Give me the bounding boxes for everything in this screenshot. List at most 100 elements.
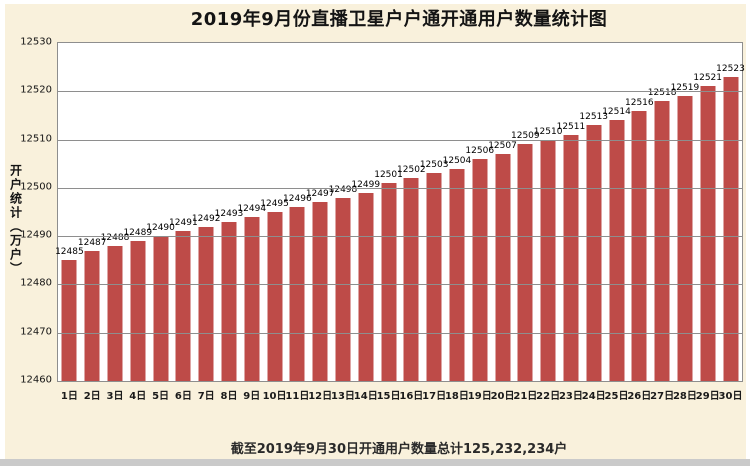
bar-value-label: 12494	[237, 203, 267, 214]
y-tick-label: 12520	[20, 84, 52, 96]
x-tick-label: 22日	[536, 391, 561, 402]
x-tick-label: 26日	[627, 391, 652, 402]
bar-slot: 12514 25日	[602, 43, 631, 402]
bar-slot: 12513 24日	[579, 43, 609, 402]
y-tick-label: 12500	[20, 181, 52, 193]
y-tick-label: 12470	[20, 326, 52, 338]
bar-value-label: 12523	[716, 63, 745, 74]
x-tick-label: 12日	[308, 391, 333, 402]
x-tick-label: 17日	[422, 391, 447, 402]
bar-slot: 12511 23日	[556, 43, 586, 402]
bar-slot: 12518 27日	[648, 43, 677, 402]
y-tick-label: 12460	[20, 374, 52, 386]
bar	[107, 245, 123, 381]
x-tick-label: 20日	[490, 391, 515, 402]
bar-slot: 12494 9日	[237, 43, 267, 402]
bar	[563, 134, 579, 381]
chart-title: 2019年9月份直播卫星户户通开通用户数量统计图	[190, 9, 608, 30]
gridline	[58, 187, 742, 189]
x-tick-label: 7日	[197, 391, 215, 402]
x-tick-label: 1日	[60, 391, 78, 402]
bar	[472, 158, 488, 381]
x-tick-label: 29日	[695, 391, 720, 402]
bar-slot: 12503 17日	[419, 43, 449, 402]
bar-slot: 12516 26日	[624, 43, 654, 402]
bar	[700, 86, 716, 381]
x-tick-label: 15日	[376, 391, 401, 402]
gridline	[58, 284, 742, 286]
x-tick-label: 23日	[558, 391, 583, 402]
bar-value-label: 12506	[465, 145, 495, 156]
x-tick-label: 18日	[444, 391, 469, 402]
bar	[631, 110, 647, 381]
bar-slot: 12523 30日	[716, 43, 745, 402]
y-tick-label: 12530	[20, 36, 52, 48]
bar-value-label: 12488	[100, 232, 130, 243]
bar-slot: 12507 20日	[488, 43, 517, 402]
y-axis-title: 开户统计（万户）	[8, 164, 23, 276]
gridline	[58, 332, 742, 334]
bar-slot: 12495 10日	[260, 43, 289, 402]
bar	[221, 221, 237, 381]
x-tick-label: 3日	[106, 391, 124, 402]
bar	[289, 207, 305, 381]
bar	[381, 183, 397, 381]
bar-value-label: 12503	[419, 160, 449, 171]
bar-value-label: 12513	[579, 112, 609, 123]
bar-value-label: 12492	[191, 213, 221, 224]
x-tick-label: 6日	[174, 391, 192, 402]
bar	[403, 178, 419, 381]
bar-slot: 12492 7日	[191, 43, 221, 403]
bar-value-label: 12491	[169, 218, 198, 229]
x-tick-label: 10日	[262, 391, 287, 402]
bar-value-label: 12514	[602, 107, 631, 118]
footer-note: 截至2019年9月30日开通用户数量总计125,232,234户	[230, 442, 568, 457]
bar-value-label: 12511	[556, 121, 586, 132]
bar-slot: 12487 2日	[78, 43, 107, 402]
bar-slot: 12501 15日	[374, 43, 403, 402]
bar-value-label: 12497	[305, 189, 335, 200]
bar	[517, 144, 533, 381]
y-tick-label: 12490	[20, 229, 52, 241]
bar	[723, 76, 738, 381]
bar	[449, 168, 465, 381]
bar-slot: 12491 6日	[169, 43, 198, 402]
bar-value-label: 12519	[670, 83, 700, 94]
gridline	[58, 91, 742, 93]
bar-value-label: 12493	[214, 208, 244, 219]
x-tick-label: 13日	[330, 391, 355, 402]
bar	[677, 96, 693, 381]
bar	[586, 125, 602, 381]
bar	[358, 192, 374, 381]
bar	[61, 260, 77, 381]
bar	[153, 236, 169, 381]
x-tick-label: 14日	[353, 391, 378, 402]
bar	[84, 250, 100, 381]
bar	[609, 120, 625, 381]
bar-slot: 12504 18日	[443, 43, 472, 402]
bar	[540, 139, 556, 381]
bar-value-label: 12485	[55, 247, 84, 258]
bottom-strip	[0, 459, 750, 466]
bar-value-label: 12495	[260, 199, 289, 209]
bar-value-label: 12521	[693, 73, 723, 84]
bar-slot: 12510 22日	[533, 43, 563, 402]
bar-value-label: 12516	[624, 97, 654, 108]
gridline	[58, 236, 742, 238]
bar-slot: 12493 8日	[214, 43, 244, 402]
bar-value-label: 12510	[533, 126, 563, 137]
bar	[335, 197, 351, 381]
bar-slot: 12489 4日	[123, 43, 152, 402]
bar	[495, 154, 511, 381]
bar-slot: 12509 21日	[511, 43, 540, 402]
bar-slot: 12490 5日	[146, 43, 175, 402]
x-tick-label: 8日	[220, 391, 238, 402]
bar-value-label: 12507	[488, 141, 517, 152]
bar-value-label: 12501	[374, 170, 403, 181]
bar	[312, 202, 328, 381]
bar-slot: 12488 3日	[100, 43, 130, 402]
bar-slot: 12498 13日	[329, 43, 358, 402]
bar-value-label: 12490	[146, 223, 175, 234]
bar	[130, 240, 146, 381]
